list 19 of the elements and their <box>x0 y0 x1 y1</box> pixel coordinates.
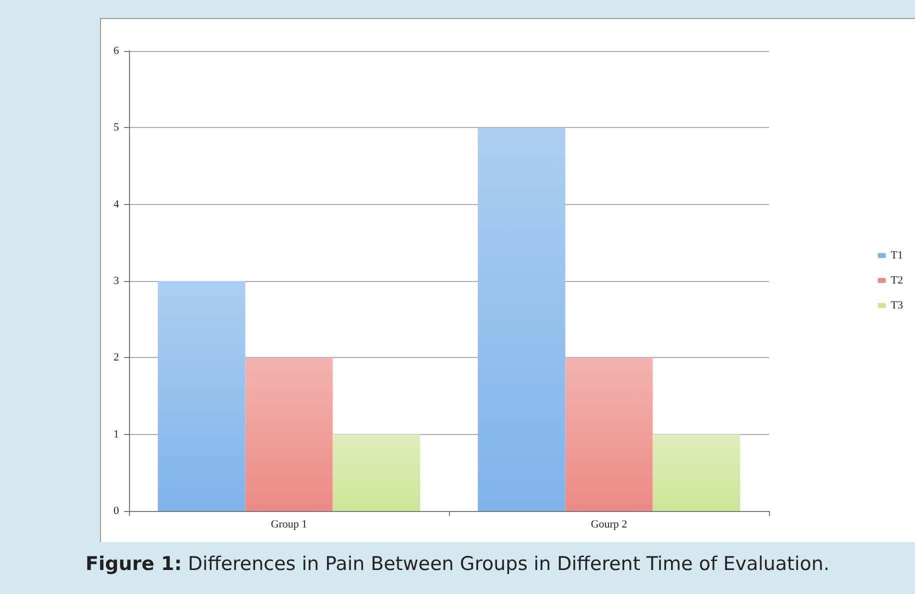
y-tick-label: 2 <box>114 352 119 364</box>
legend-label: T3 <box>890 300 904 312</box>
y-tick-label: 3 <box>114 275 120 287</box>
bar <box>565 358 653 511</box>
y-tick-label: 0 <box>114 505 120 517</box>
x-tick-label: Group 1 <box>270 518 308 530</box>
x-tick-label: Gourp 2 <box>590 518 628 530</box>
y-tick-label: 6 <box>114 45 120 57</box>
bar <box>478 128 566 511</box>
bar <box>652 434 740 511</box>
legend-label: T2 <box>890 274 904 286</box>
bar <box>158 281 246 511</box>
bar <box>332 434 420 511</box>
bar <box>245 358 333 511</box>
legend-label: T1 <box>890 250 904 262</box>
y-tick-label: 1 <box>114 428 119 440</box>
text: Figure 1: Differences in Pain Between Groups in Different Time of Evaluation. <box>84 553 830 575</box>
y-tick-label: 4 <box>114 198 120 210</box>
y-tick-label: 5 <box>114 122 120 134</box>
